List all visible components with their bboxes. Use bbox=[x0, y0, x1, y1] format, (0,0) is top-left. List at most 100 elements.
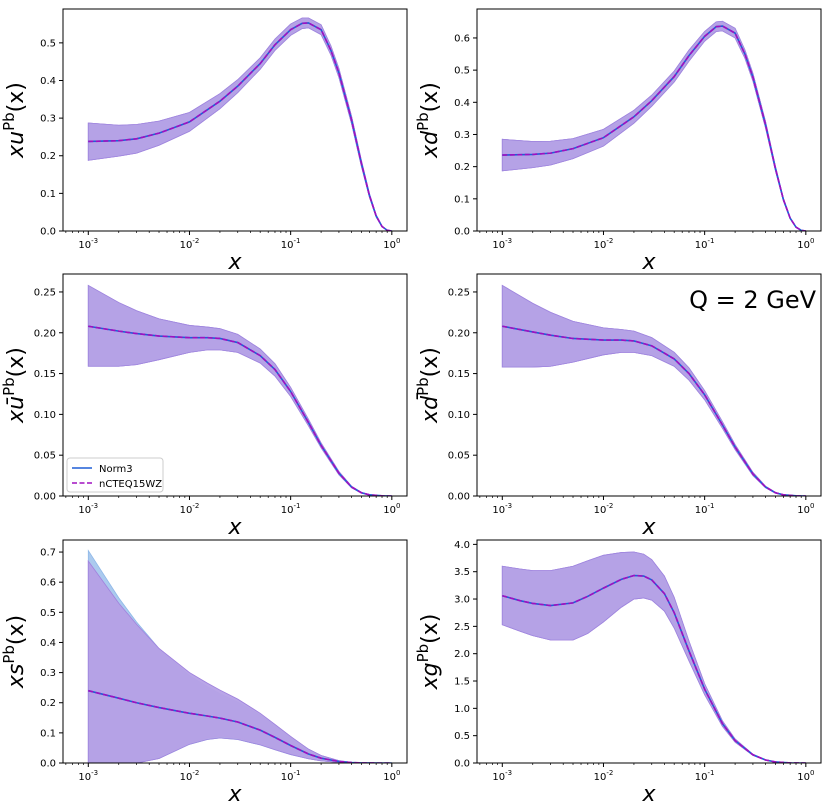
xlabel-g: x bbox=[641, 782, 656, 807]
ylabel-dbar: xd̄Pb(x) bbox=[414, 347, 443, 424]
ytick-label: 0.1 bbox=[40, 728, 56, 739]
ytick-label: 1.0 bbox=[454, 704, 470, 715]
xtick-label: 10-2 bbox=[180, 769, 200, 783]
ytick-label: 3.5 bbox=[454, 567, 470, 578]
xtick-label: 10-2 bbox=[594, 769, 614, 783]
line-norm3-d bbox=[502, 25, 806, 231]
xtick-label: 100 bbox=[797, 502, 814, 516]
ytick-label: 0.2 bbox=[40, 698, 56, 709]
axes-frame-u bbox=[62, 8, 408, 232]
ytick-label: 4.0 bbox=[454, 540, 470, 551]
legend-norm3-label: Norm3 bbox=[99, 464, 133, 475]
ytick-label: 0.6 bbox=[40, 578, 56, 589]
plot-area-s bbox=[87, 549, 392, 763]
ytick-label: 0.10 bbox=[34, 410, 56, 421]
panel-d: 0.0 0.1 0.2 0.3 0.4 0.5 0.6 10-3 10-2 10-1 100 x xdP… bbox=[414, 8, 822, 275]
ytick-label: 0.00 bbox=[448, 492, 470, 503]
ytick-label: 0.15 bbox=[34, 369, 56, 380]
ylabel-d: xdPb(x) bbox=[414, 82, 443, 159]
xtick-label: 10-2 bbox=[180, 237, 200, 251]
legend: Norm3 nCTEQ15WZ bbox=[66, 457, 164, 493]
ylabel-u: xuPb(x) bbox=[0, 82, 29, 159]
ytick-label: 0.05 bbox=[448, 451, 470, 462]
plot-area-d bbox=[501, 20, 806, 231]
annotation-q-scale: Q = 2 GeV bbox=[689, 286, 817, 314]
panel-g: 0.0 0.5 1.0 1.5 2.0 2.5 3.0 3.5 4.0 10-3 10-2 10-1 1… bbox=[414, 539, 822, 807]
xtick-label: 100 bbox=[797, 769, 814, 783]
ytick-label: 0.6 bbox=[454, 33, 470, 44]
band-overlap-g bbox=[501, 551, 806, 763]
axes-frame-ubar bbox=[62, 273, 408, 497]
ytick-label: 0.20 bbox=[448, 328, 470, 339]
ytick-label: 0.5 bbox=[454, 66, 470, 77]
ylabel-s: xsPb(x) bbox=[0, 615, 29, 689]
ytick-label: 0.4 bbox=[40, 638, 56, 649]
ytick-label: 0.00 bbox=[34, 492, 56, 503]
panel-u: 0.0 0.1 0.2 0.3 0.4 0.5 10-3 10-2 10-1 100 x xuPb(x… bbox=[0, 8, 408, 275]
ylabel-g: xgPb(x) bbox=[414, 614, 443, 691]
xtick-label: 10-3 bbox=[492, 769, 512, 783]
xlabel-u: x bbox=[227, 250, 242, 275]
xlabel-ubar: x bbox=[227, 515, 242, 540]
ytick-label: 0.0 bbox=[40, 759, 56, 770]
ytick-label: 0.1 bbox=[454, 194, 470, 205]
axes-frame-dbar bbox=[476, 273, 822, 497]
ytick-label: 0.3 bbox=[454, 130, 470, 141]
ytick-label: 0.0 bbox=[40, 227, 56, 238]
ytick-label: 2.0 bbox=[454, 649, 470, 660]
ytick-label: 0.5 bbox=[40, 608, 56, 619]
band-overlap-u bbox=[87, 17, 392, 231]
xtick-label: 10-3 bbox=[78, 502, 98, 516]
ytick-label: 0.4 bbox=[40, 76, 56, 87]
xtick-label: 100 bbox=[383, 237, 400, 251]
ytick-label: 0.25 bbox=[34, 287, 56, 298]
xtick-label: 10-3 bbox=[78, 237, 98, 251]
xtick-label: 10-3 bbox=[492, 237, 512, 251]
band-overlap-s bbox=[87, 559, 392, 763]
ytick-label: 0.25 bbox=[448, 287, 470, 298]
ytick-label: 0.7 bbox=[40, 548, 56, 559]
xtick-label: 10-1 bbox=[281, 769, 301, 783]
axes-frame-g bbox=[476, 539, 822, 764]
xtick-label: 10-2 bbox=[594, 237, 614, 251]
ylabel-ubar: xūPb(x) bbox=[0, 347, 29, 424]
panel-ubar: 0.00 0.05 0.10 0.15 0.20 0.25 10-3 10-2 10-1 100 x… bbox=[0, 273, 408, 540]
xtick-label: 10-1 bbox=[281, 237, 301, 251]
xtick-label: 100 bbox=[797, 237, 814, 251]
line-nctEQ-g bbox=[502, 574, 806, 763]
ytick-label: 0.5 bbox=[40, 38, 56, 49]
ytick-label: 2.5 bbox=[454, 622, 470, 633]
band-overlap-dbar bbox=[501, 284, 806, 496]
ytick-label: 0.05 bbox=[34, 451, 56, 462]
ytick-label: 0.3 bbox=[40, 114, 56, 125]
axes-frame-s bbox=[62, 539, 408, 764]
band-overlap-d bbox=[501, 20, 806, 231]
ytick-label: 0.20 bbox=[34, 328, 56, 339]
xlabel-d: x bbox=[641, 250, 656, 275]
ytick-label: 0.4 bbox=[454, 98, 470, 109]
xlabel-s: x bbox=[227, 782, 242, 807]
ytick-label: 1.5 bbox=[454, 677, 470, 688]
panel-dbar: 0.00 0.05 0.10 0.15 0.20 0.25 10-3 10-2 10-1 100 x… bbox=[414, 273, 822, 540]
line-nctEQ-ubar bbox=[88, 325, 392, 496]
panel-s: 0.0 0.1 0.2 0.3 0.4 0.5 0.6 0.7 10-3 10-2 10-1 100 x… bbox=[0, 539, 408, 807]
line-nctEQ-d bbox=[502, 25, 806, 231]
plot-area-dbar bbox=[501, 284, 806, 496]
plot-area-g bbox=[501, 551, 806, 763]
ytick-label: 0.2 bbox=[454, 162, 470, 173]
xtick-label: 10-1 bbox=[281, 502, 301, 516]
ytick-label: 0.5 bbox=[454, 731, 470, 742]
axes-frame-d bbox=[476, 8, 822, 232]
line-nctEQ-dbar bbox=[502, 325, 806, 496]
xtick-label: 10-3 bbox=[492, 502, 512, 516]
ytick-label: 0.15 bbox=[448, 369, 470, 380]
xlabel-dbar: x bbox=[641, 515, 656, 540]
band-nctEQ-d bbox=[501, 20, 806, 231]
ytick-label: 0.10 bbox=[448, 410, 470, 421]
ytick-label: 0.3 bbox=[40, 668, 56, 679]
ytick-label: 0.0 bbox=[454, 759, 470, 770]
legend-nctEQ-label: nCTEQ15WZ bbox=[99, 479, 162, 490]
xtick-label: 10-2 bbox=[180, 502, 200, 516]
ytick-label: 3.0 bbox=[454, 595, 470, 606]
